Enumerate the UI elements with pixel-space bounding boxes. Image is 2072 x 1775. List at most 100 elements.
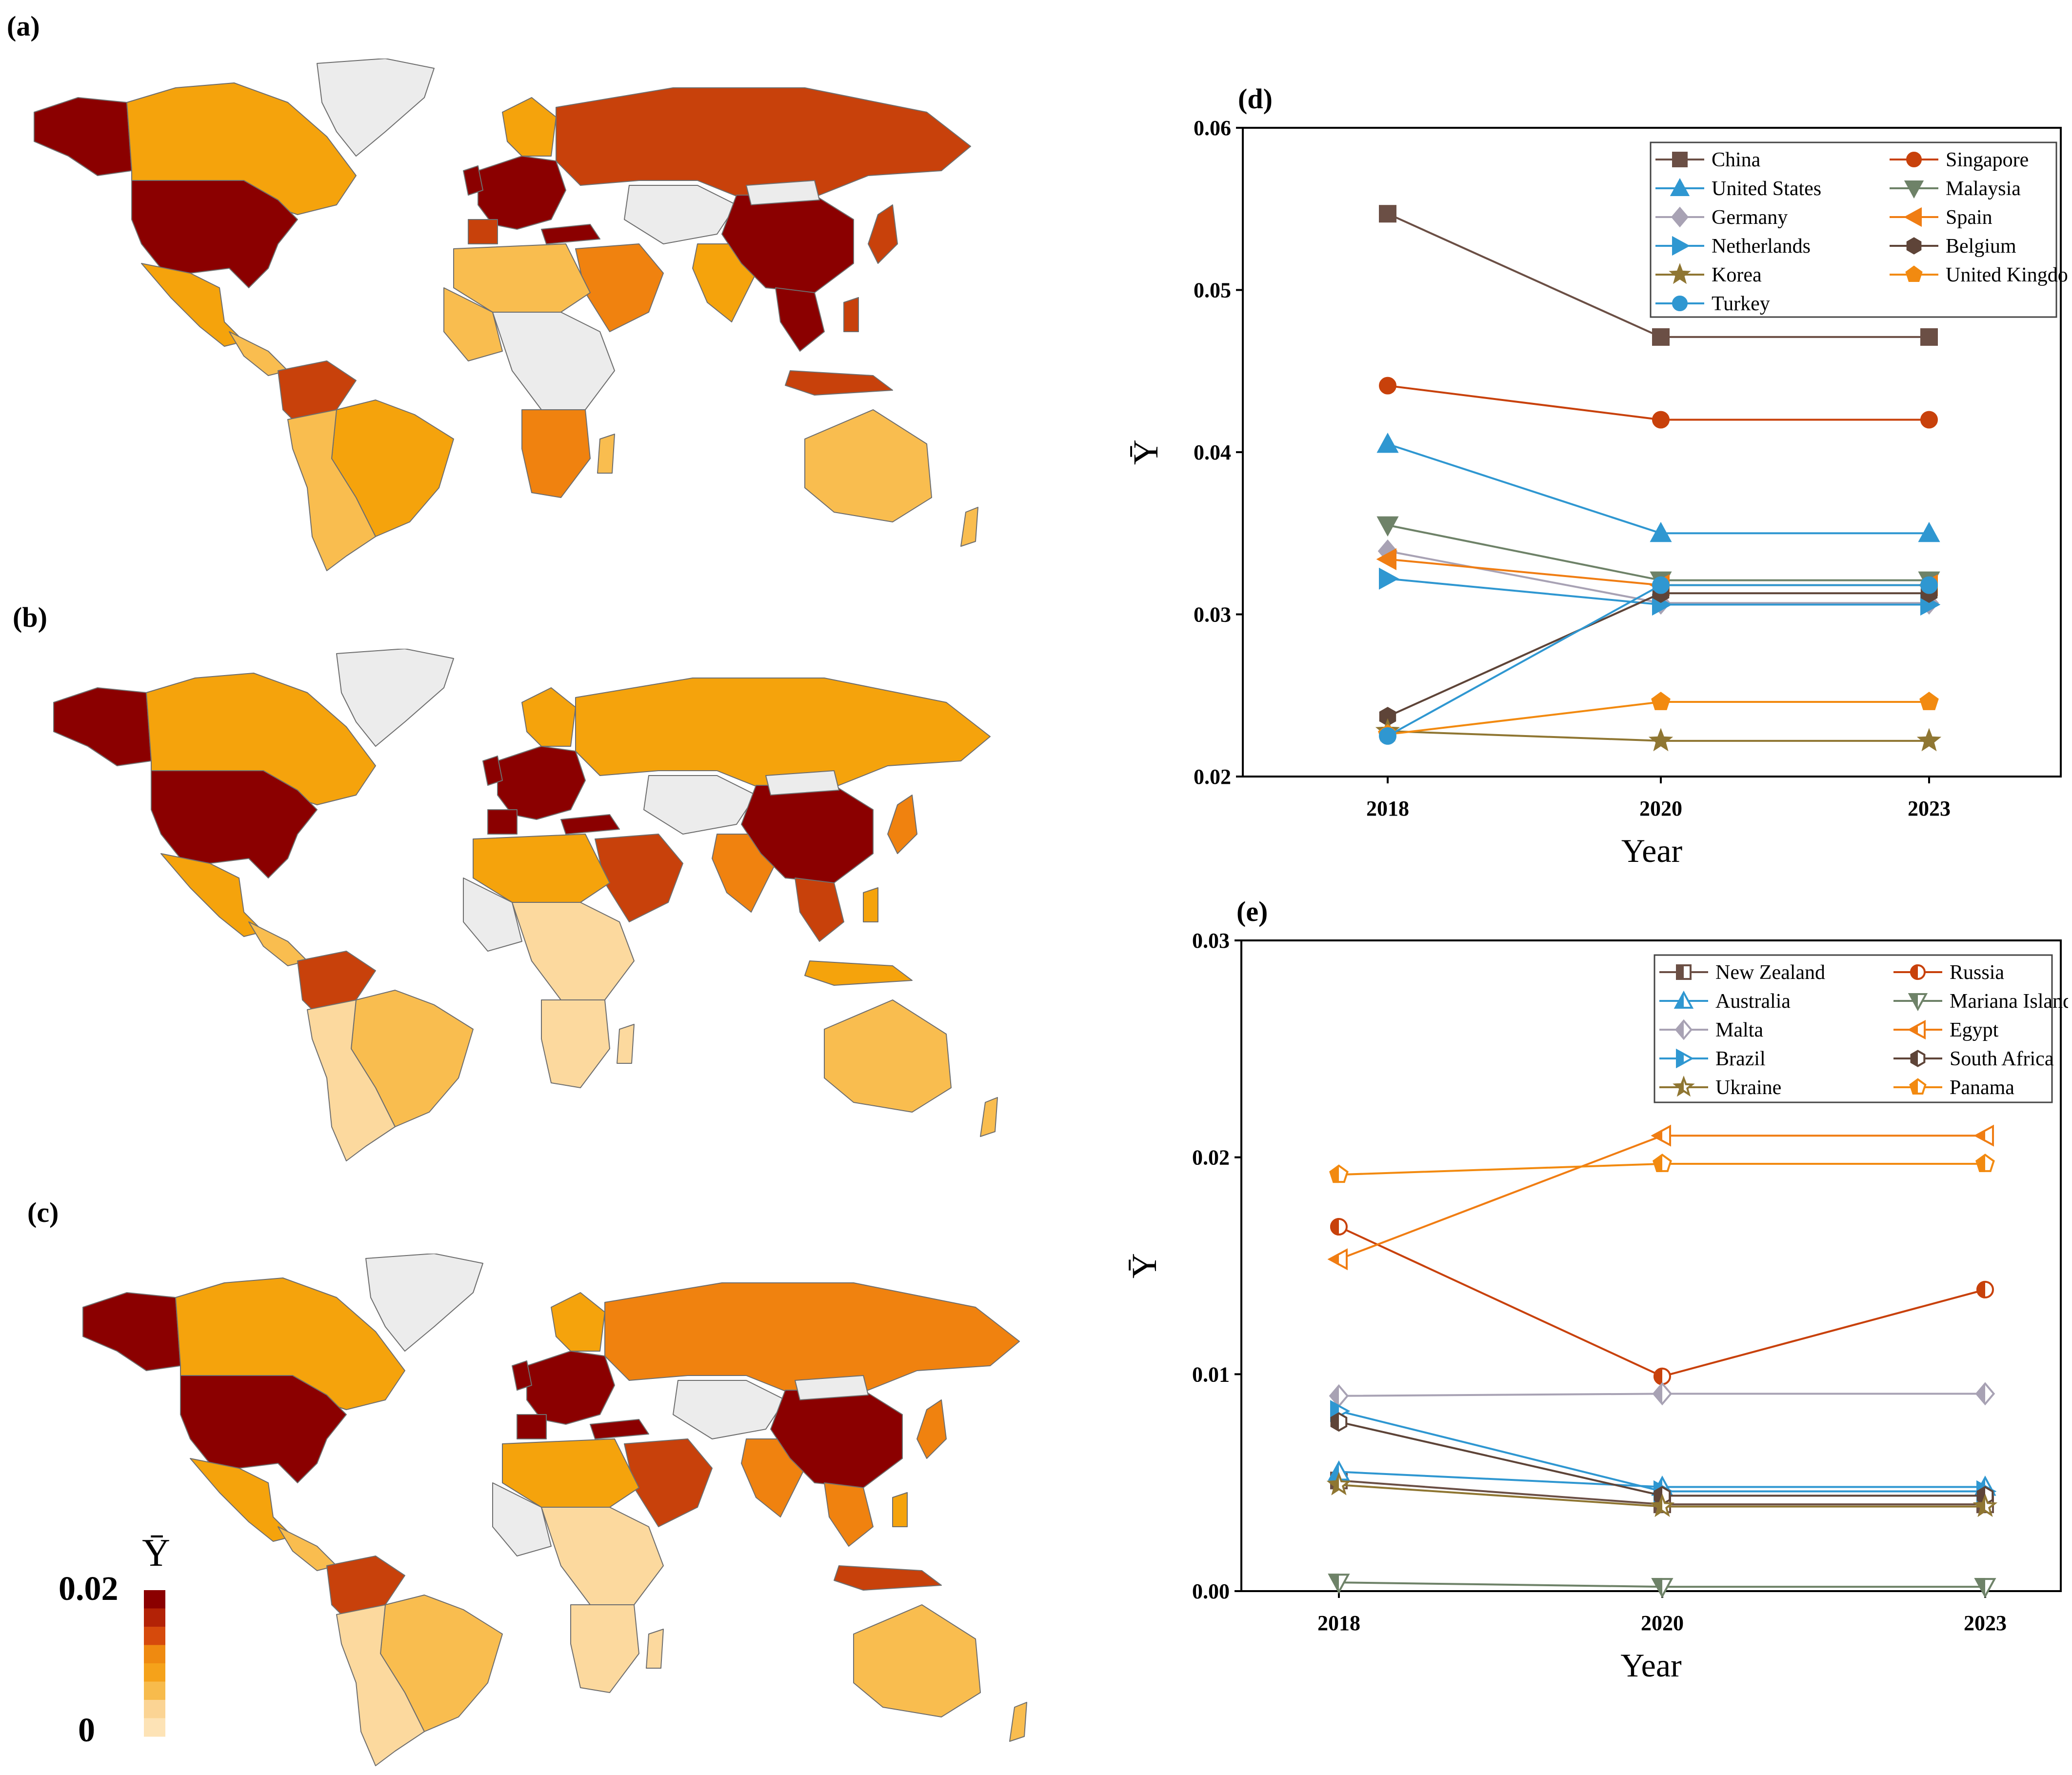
- panel-label-e: (e): [1236, 896, 1268, 927]
- marker-triangle-down: [1904, 180, 1924, 199]
- marker-square: [1652, 328, 1670, 346]
- legend-label: New Zealand: [1715, 961, 1825, 984]
- x-tick-label: 2018: [1317, 1611, 1360, 1635]
- world-map-c: [82, 1254, 1027, 1766]
- marker-pentagon-half-fill: [1329, 1164, 1339, 1183]
- map-region-australia: [853, 1604, 981, 1717]
- legend-label: United States: [1712, 178, 1821, 200]
- map-region-southafrica: [570, 1604, 639, 1693]
- marker-hexagon-half-fill: [1910, 1050, 1918, 1067]
- map-region-indonesia: [785, 370, 893, 396]
- marker-circle: [1652, 411, 1670, 429]
- series-malta: [1329, 1382, 1995, 1408]
- map-region-iberia: [517, 1414, 547, 1439]
- map-region-mexico: [141, 263, 244, 347]
- map-region-centralasia: [624, 185, 737, 244]
- legend-label: Germany: [1712, 206, 1788, 229]
- map-region-turkey: [590, 1419, 649, 1439]
- marker-triangle-down: [1376, 516, 1399, 537]
- marker-circle-half-fill: [1330, 1217, 1339, 1236]
- map-region-alaska: [82, 1292, 181, 1371]
- legend-item: China: [1655, 149, 1761, 171]
- y-tick-label: 0.06: [1194, 116, 1231, 140]
- y-axis-label: Ῡ: [1125, 1253, 1164, 1278]
- legend-label: Singapore: [1946, 149, 2029, 171]
- legend-item: Spain: [1890, 206, 1992, 229]
- marker-diamond-half-fill: [1329, 1384, 1339, 1408]
- x-tick-label: 2020: [1641, 1611, 1684, 1635]
- series-russia: [1330, 1217, 1994, 1385]
- panel-label-d: (d): [1238, 83, 1273, 115]
- map-region-madag: [617, 1024, 635, 1064]
- map-region-usa: [151, 770, 318, 878]
- marker-sphere: [1920, 576, 1938, 594]
- map-region-centralam: [278, 1526, 337, 1571]
- map-region-philippines: [863, 887, 878, 922]
- colorbar: Ῡ 0.02 0: [59, 1522, 185, 1749]
- map-region-alaska: [34, 97, 132, 176]
- marker-circle-half-fill: [1976, 1280, 1985, 1298]
- colorbar-steps: [144, 1590, 165, 1737]
- x-axis-label: Year: [1621, 832, 1683, 869]
- marker-pentagon-half-fill: [1975, 1154, 1985, 1172]
- legend-item: Egypt: [1893, 1019, 1999, 1041]
- marker-triangle-up: [1670, 178, 1690, 196]
- map-region-usa: [131, 180, 298, 288]
- map-region-madag: [597, 434, 615, 474]
- map-region-westafrica: [443, 287, 503, 361]
- chart-d: (d) 0.02 0.03 0.04 0.05 0.06 2018 2020 2023 Year Ῡ…: [1126, 83, 2068, 869]
- map-region-centralafrica: [541, 1507, 664, 1605]
- legend-label: Ukraine: [1715, 1077, 1781, 1099]
- y-tick-label: 0.02: [1194, 765, 1231, 789]
- map-region-scand: [521, 687, 576, 747]
- marker-pentagon: [1919, 692, 1939, 710]
- map-region-northafrica: [502, 1438, 639, 1508]
- map-region-centralam: [248, 921, 308, 966]
- y-axis-label: Ῡ: [1126, 439, 1165, 465]
- legend-item: Korea: [1655, 263, 1762, 286]
- map-region-turkey: [560, 814, 620, 835]
- map-region-westafrica: [463, 878, 522, 952]
- series-united-states: [1376, 432, 1940, 542]
- map-region-centralasia: [643, 775, 757, 835]
- marker-diamond-half-fill: [1674, 1019, 1684, 1040]
- y-tick-label: 0.03: [1192, 929, 1230, 953]
- map-region-southam: [307, 999, 396, 1161]
- marker-square-half-fill: [1676, 964, 1684, 980]
- marker-triangle-up-half-fill: [1328, 1460, 1339, 1481]
- map-region-japan: [916, 1399, 947, 1459]
- legend-label: United Kingdom: [1946, 264, 2068, 286]
- marker-sphere: [1379, 727, 1396, 745]
- plot-frame: [1240, 939, 2062, 1592]
- map-region-greenland: [336, 649, 454, 747]
- marker-triangle-down-half-fill: [1328, 1574, 1339, 1594]
- legend-item: Ukraine: [1659, 1076, 1781, 1099]
- world-map-a: [34, 59, 978, 571]
- marker-sphere: [1672, 296, 1688, 311]
- legend-box: [1654, 954, 2053, 1103]
- legend-item: Malta: [1659, 1019, 1763, 1041]
- marker-triangle-left-half-fill: [1651, 1129, 1662, 1142]
- map-region-northafrica: [473, 834, 610, 903]
- map-region-centralasia: [673, 1380, 786, 1439]
- series-panama: [1329, 1154, 1995, 1183]
- colorbar-step: [144, 1608, 165, 1627]
- x-tick-label: 2018: [1366, 797, 1409, 820]
- legend-label: Panama: [1950, 1077, 2014, 1099]
- marker-triangle-right: [1672, 236, 1690, 256]
- map-region-greenland: [365, 1254, 483, 1352]
- marker-triangle-left-half-fill: [1908, 1024, 1918, 1036]
- marker-star-half-fill: [1972, 1494, 1985, 1517]
- map-region-usa: [180, 1375, 347, 1483]
- marker-pentagon: [1651, 692, 1671, 710]
- legend-label: South Africa: [1950, 1048, 2054, 1070]
- legend-item: Russia: [1893, 961, 2004, 984]
- colorbar-step: [144, 1627, 165, 1645]
- x-tick-label: 2023: [1964, 1611, 2007, 1635]
- map-region-seasia: [795, 878, 844, 942]
- map-region-turkey: [541, 224, 600, 244]
- legend-item: Turkey: [1655, 293, 1770, 315]
- legend-item: New Zealand: [1659, 961, 1825, 984]
- colorbar-min-label: 0: [78, 1712, 95, 1746]
- legend-label: Russia: [1950, 961, 2004, 984]
